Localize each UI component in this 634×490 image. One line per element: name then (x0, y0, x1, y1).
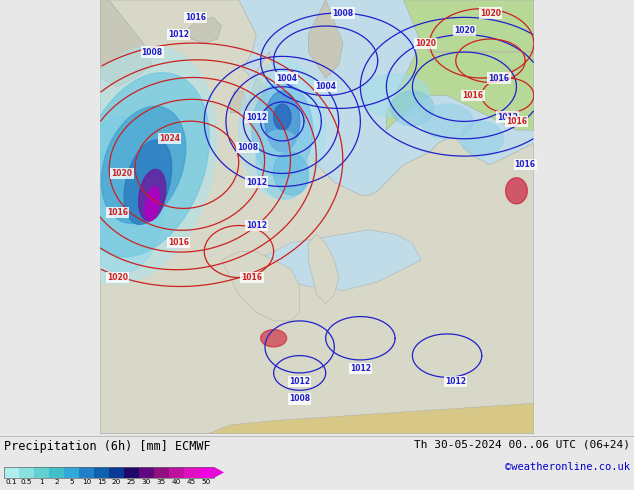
Text: 45: 45 (187, 479, 196, 485)
Text: Precipitation (6h) [mm] ECMWF: Precipitation (6h) [mm] ECMWF (4, 440, 210, 453)
Text: 10: 10 (82, 479, 91, 485)
Polygon shape (421, 104, 473, 139)
Text: 1016: 1016 (242, 273, 262, 282)
Polygon shape (124, 140, 172, 224)
Text: 1016: 1016 (506, 117, 527, 126)
Text: 15: 15 (97, 479, 106, 485)
Text: 35: 35 (157, 479, 166, 485)
Bar (19, 467, 34, 478)
Text: 1012: 1012 (168, 30, 189, 39)
Text: 1004: 1004 (276, 74, 297, 82)
Polygon shape (391, 91, 434, 126)
Bar (79, 467, 94, 478)
Text: 1020: 1020 (454, 26, 475, 35)
Polygon shape (460, 122, 503, 156)
Bar (169, 467, 184, 478)
Polygon shape (273, 152, 309, 195)
Text: 40: 40 (172, 479, 181, 485)
Bar (49, 467, 64, 478)
Bar (34, 467, 49, 478)
Text: 2: 2 (54, 479, 59, 485)
Polygon shape (139, 170, 166, 221)
Polygon shape (308, 234, 339, 304)
Text: Th 30-05-2024 00..06 UTC (06+24): Th 30-05-2024 00..06 UTC (06+24) (414, 440, 630, 450)
Polygon shape (214, 467, 224, 478)
Text: 1008: 1008 (237, 143, 258, 152)
Polygon shape (248, 78, 269, 122)
Text: 1012: 1012 (445, 377, 466, 386)
Text: 1024: 1024 (159, 134, 180, 143)
Bar (124, 467, 139, 478)
Polygon shape (274, 104, 291, 130)
Polygon shape (265, 91, 300, 152)
Polygon shape (187, 17, 222, 44)
Text: 25: 25 (127, 479, 136, 485)
Polygon shape (386, 44, 534, 130)
Polygon shape (506, 178, 527, 204)
Text: 1016: 1016 (168, 238, 189, 247)
Bar (184, 467, 199, 478)
Text: 1016: 1016 (463, 91, 484, 100)
Text: 1008: 1008 (289, 394, 310, 403)
Text: 1012: 1012 (246, 221, 267, 230)
Polygon shape (252, 82, 313, 178)
Polygon shape (101, 106, 186, 223)
Text: 1012: 1012 (289, 377, 310, 386)
Polygon shape (222, 251, 300, 321)
Text: 1008: 1008 (332, 8, 354, 18)
Polygon shape (230, 91, 248, 113)
Bar (199, 467, 214, 478)
Text: 1020: 1020 (480, 8, 501, 18)
Polygon shape (53, 46, 217, 284)
Bar (139, 467, 154, 478)
Polygon shape (79, 117, 165, 273)
Text: 1012: 1012 (350, 364, 371, 373)
Text: 1020: 1020 (415, 39, 436, 48)
Text: 1016: 1016 (515, 160, 536, 169)
Text: 1016: 1016 (185, 13, 206, 22)
Bar (154, 467, 169, 478)
Text: 1012: 1012 (246, 113, 267, 122)
Polygon shape (239, 61, 326, 199)
Polygon shape (360, 74, 430, 117)
Text: ©weatheronline.co.uk: ©weatheronline.co.uk (505, 462, 630, 472)
Text: 1020: 1020 (112, 169, 133, 178)
Text: 5: 5 (69, 479, 74, 485)
Text: 1016: 1016 (107, 208, 128, 217)
Text: 50: 50 (202, 479, 211, 485)
Polygon shape (78, 73, 209, 257)
Polygon shape (261, 330, 287, 347)
Polygon shape (100, 0, 534, 434)
Bar (4, 467, 214, 478)
Text: 0.1: 0.1 (6, 479, 17, 485)
Polygon shape (209, 403, 534, 434)
Polygon shape (256, 130, 309, 199)
Bar (4, 467, 19, 478)
Text: 1008: 1008 (141, 48, 163, 56)
Bar (64, 467, 79, 478)
Polygon shape (145, 187, 159, 221)
Text: 20: 20 (112, 479, 121, 485)
Text: 1012: 1012 (497, 113, 519, 122)
Text: 1020: 1020 (107, 273, 128, 282)
Bar (94, 467, 109, 478)
Text: 0.5: 0.5 (21, 479, 32, 485)
Polygon shape (308, 0, 343, 78)
Text: 1: 1 (39, 479, 44, 485)
Polygon shape (256, 230, 421, 291)
Text: 1004: 1004 (315, 82, 336, 91)
Polygon shape (404, 0, 534, 52)
Text: 1012: 1012 (246, 178, 267, 187)
Text: 1016: 1016 (489, 74, 510, 82)
Polygon shape (100, 0, 152, 87)
Bar (109, 467, 124, 478)
Text: 30: 30 (142, 479, 151, 485)
